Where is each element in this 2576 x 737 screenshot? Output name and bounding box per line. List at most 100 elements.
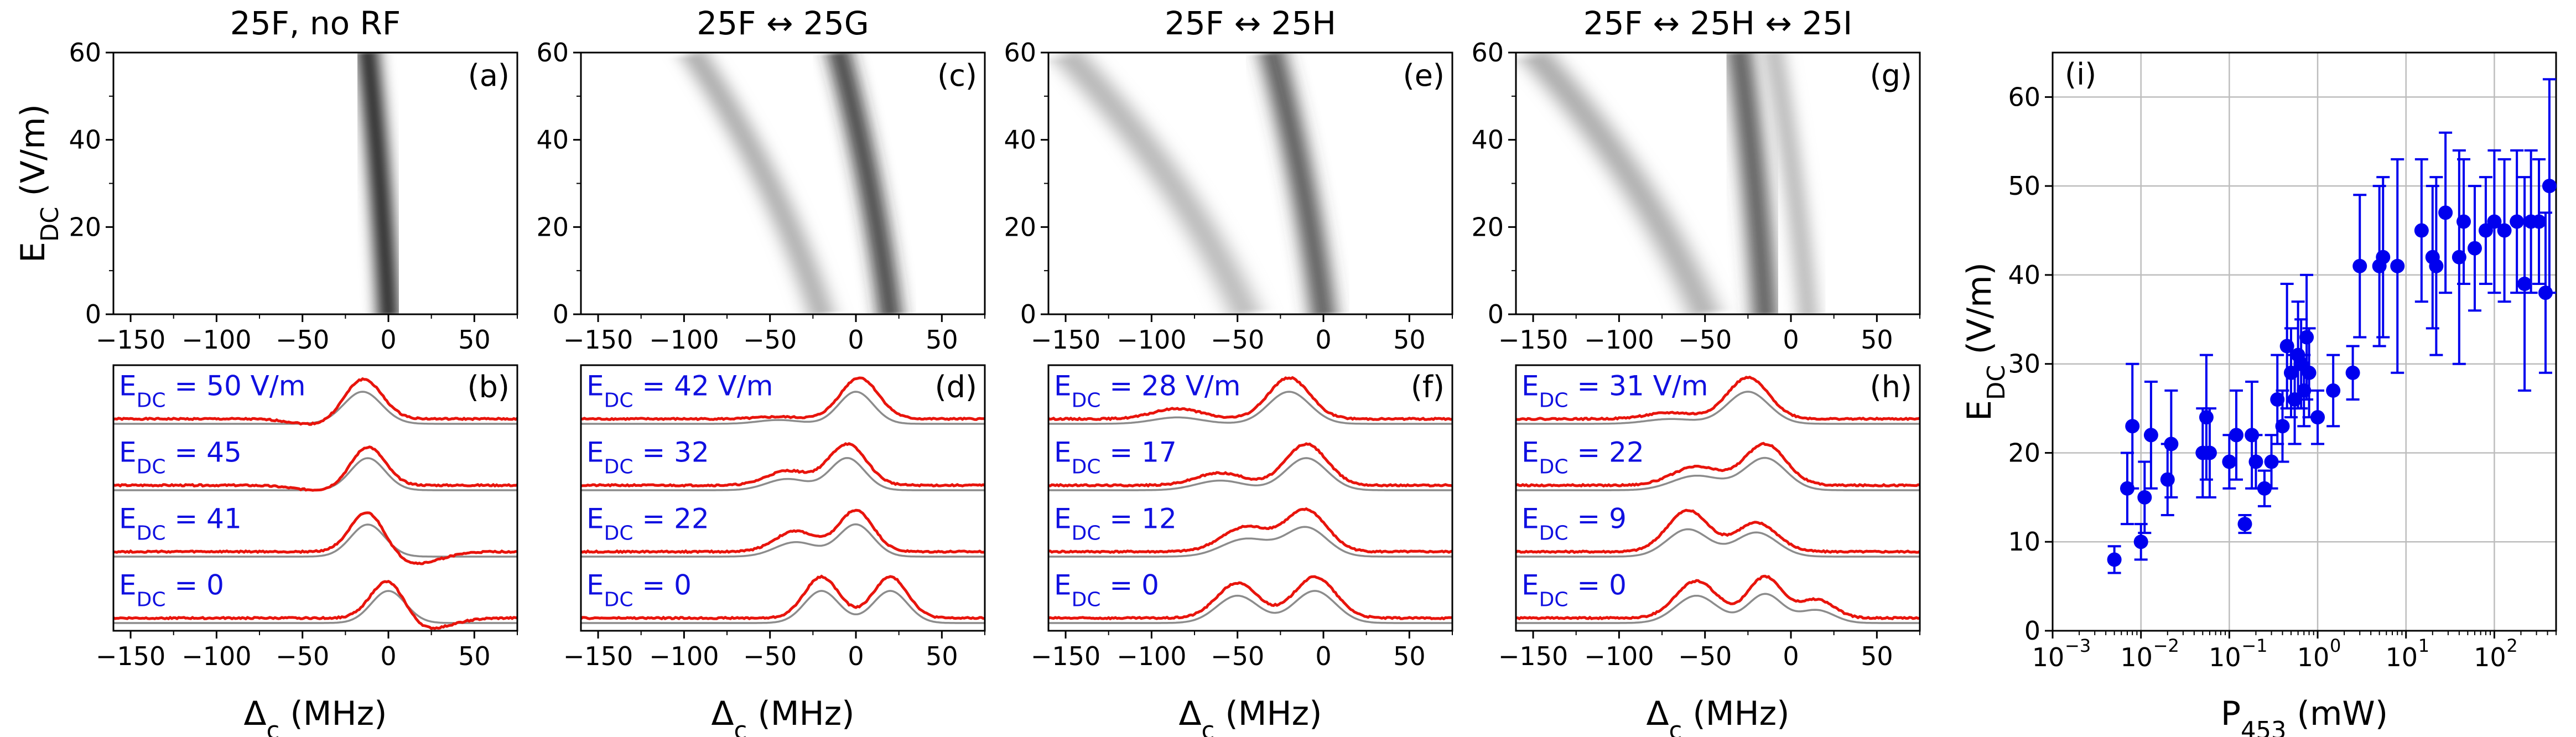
- theory-trace: [581, 590, 985, 624]
- spectra-frame: [1047, 364, 1453, 632]
- data-point: [2270, 392, 2285, 407]
- theory-trace: [581, 391, 985, 425]
- heatmap-band: [1056, 53, 1259, 314]
- data-trace: [581, 442, 985, 488]
- data-point: [2133, 534, 2148, 549]
- trace-label: EDC = 12: [1054, 502, 1177, 544]
- y-axis-label: EDC (V/m): [1960, 262, 2011, 421]
- trace-label: EDC = 0: [119, 569, 224, 611]
- trace-label: EDC = 41: [119, 502, 242, 544]
- x-tick-label: −50: [743, 325, 797, 355]
- data-trace: [1516, 574, 1920, 621]
- trace-label: EDC = 50 V/m: [119, 370, 305, 412]
- data-trace: [113, 511, 517, 565]
- x-tick-label: 0: [380, 641, 396, 671]
- x-tick-label: 10: [2474, 642, 2506, 672]
- theory-trace: [1516, 456, 1920, 491]
- data-point: [2438, 205, 2453, 220]
- data-trace: [1516, 375, 1920, 422]
- heatmap-band: [1764, 53, 1818, 314]
- x-tick-label: 50: [1861, 325, 1893, 355]
- data-point: [2467, 241, 2482, 256]
- x-tick-label: −50: [1211, 325, 1264, 355]
- x-tick-label: −100: [181, 325, 251, 355]
- x-tick-label: 0: [1315, 641, 1331, 671]
- spectra-panel-3: EDC = 31 V/m EDC = 22 EDC = 9 EDC = 0 (h) −15…: [1498, 364, 1921, 737]
- x-tick-label: 50: [458, 325, 491, 355]
- x-axis-label: Δc (MHz): [711, 694, 854, 737]
- data-point: [2510, 214, 2525, 229]
- x-tick-label: 50: [1393, 325, 1426, 355]
- heatmap-body: [1056, 53, 1335, 314]
- y-tick-label: 0: [1020, 299, 1036, 329]
- x-tick-label: 10: [2120, 642, 2153, 672]
- x-tick-label: 10: [2385, 642, 2418, 672]
- data-point: [2137, 490, 2152, 505]
- x-tick-label: 0: [848, 641, 864, 671]
- x-tick-label: −100: [649, 641, 719, 671]
- x-tick-label: −150: [563, 325, 633, 355]
- x-tick-label: 50: [926, 325, 958, 355]
- data-trace: [1516, 508, 1920, 554]
- data-trace: [581, 508, 985, 554]
- trace-label: EDC = 17: [1054, 436, 1177, 478]
- trace-label: EDC = 31 V/m: [1521, 370, 1708, 412]
- data-point: [2237, 517, 2252, 532]
- x-tick-exponent: 2: [2506, 635, 2517, 656]
- data-trace: [113, 580, 517, 630]
- data-point: [2310, 410, 2325, 425]
- y-tick-label: 20: [536, 212, 569, 242]
- data-trace: [113, 445, 517, 492]
- trace-label: EDC = 0: [586, 569, 692, 611]
- x-tick-label: 0: [1315, 325, 1331, 355]
- heatmap-panel-0: 25F, no RF (a) −150 −100 −50 0 50 0 20 40 60 EDC (V…: [14, 4, 518, 355]
- trace-label: EDC = 42 V/m: [586, 370, 773, 412]
- heatmap-band: [1728, 53, 1777, 314]
- data-trace: [1048, 376, 1452, 422]
- data-point: [2414, 223, 2429, 238]
- data-point: [2326, 383, 2341, 398]
- x-tick-label: −150: [96, 641, 165, 671]
- panel-title: 25F ↔ 25G: [697, 4, 869, 42]
- data-point: [2160, 472, 2175, 487]
- data-point: [2202, 445, 2217, 460]
- panel-label: (g): [1870, 58, 1912, 93]
- spectra-frame: [580, 364, 986, 632]
- y-tick-label: 60: [536, 38, 569, 68]
- x-tick-label: 50: [1861, 641, 1893, 671]
- y-tick-label: 40: [2008, 260, 2040, 290]
- x-tick-label: −150: [96, 325, 165, 355]
- x-tick-label: 0: [848, 325, 864, 355]
- spectra-frame: [112, 364, 518, 632]
- data-trace: [113, 377, 517, 426]
- data-point: [2275, 419, 2290, 434]
- heatmap-panel-1: 25F ↔ 25G (c) −150 −100 −50 0 50 0 20 40 60: [536, 4, 986, 355]
- x-tick-label: −150: [1498, 641, 1568, 671]
- spectra-panel-0: EDC = 50 V/m EDC = 45 EDC = 41 EDC = 0 (b) −1…: [96, 364, 518, 737]
- data-point: [2517, 277, 2532, 291]
- theory-trace: [1048, 526, 1452, 558]
- x-tick-label: −100: [1584, 641, 1654, 671]
- spectra-panel-2: EDC = 28 V/m EDC = 17 EDC = 12 EDC = 0 (f) −1…: [1031, 364, 1453, 737]
- x-tick-label: −150: [1031, 641, 1100, 671]
- y-tick-label: 10: [2008, 527, 2040, 557]
- theory-trace: [581, 523, 985, 558]
- data-point: [2222, 454, 2237, 469]
- data-point: [2264, 454, 2279, 469]
- x-tick-exponent: −2: [2153, 635, 2179, 656]
- spectra-body: [1516, 375, 1920, 624]
- panel-label: (c): [937, 58, 977, 93]
- data-trace: [1048, 507, 1452, 554]
- heatmap-panel-3: 25F ↔ 25H ↔ 25I (g) −150 −100 −50 0 50 0 20 40 60: [1471, 4, 1921, 355]
- x-tick-label: −50: [1678, 641, 1732, 671]
- theory-trace: [1516, 391, 1920, 425]
- panel-label: (e): [1403, 58, 1445, 93]
- x-tick-exponent: 1: [2418, 635, 2429, 656]
- data-point: [2376, 250, 2391, 264]
- data-point: [2199, 410, 2214, 425]
- spectra-frame: [1515, 364, 1921, 632]
- y-tick-label: 60: [1004, 38, 1036, 68]
- heatmap-band: [683, 53, 833, 314]
